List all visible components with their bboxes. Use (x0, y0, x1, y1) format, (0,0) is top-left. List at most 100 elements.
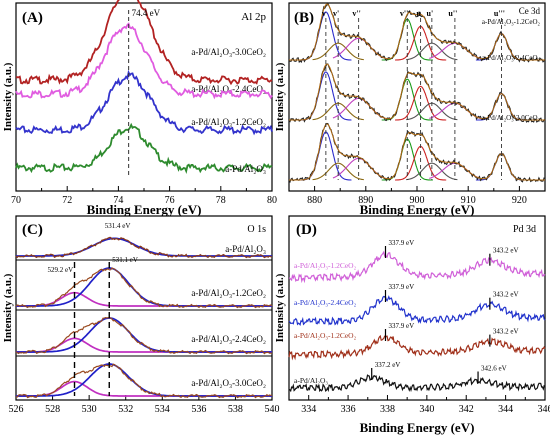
panel-d-series-label: a-Pd/Al₂O₃ (294, 376, 328, 385)
panel-c-frame (15, 215, 273, 401)
panel-c-tick-label: 528 (45, 404, 60, 415)
panel-b-component (312, 42, 364, 61)
panel-b-component (381, 78, 433, 121)
panel-b-series-label: a-Pd/Al₂O₃-3.0CeO₂ (482, 114, 541, 122)
panel-d-tick-label: 336 (341, 404, 356, 415)
panel-d-series (288, 334, 546, 361)
panel-c-plot: 526 528 530 532 534 536 538 540 a-Pd/Al₂O₃ a-Pd/A… (9, 222, 280, 415)
panel-c-tick-label: 540 (265, 404, 280, 415)
panel-d-peak-label: 337.2 eV (375, 361, 401, 369)
panel-d-peak-label: 337.9 eV (388, 322, 414, 330)
panel-b-peak-label: u'' (448, 9, 457, 18)
panel-d-series-label: a-Pd/Al₂O₃-1.2CeO₂ (294, 261, 357, 270)
panel-a-series-label: a-Pd/Al₂O₃-1.2CeO₂ (191, 117, 266, 127)
panel-d-tick-label: 338 (380, 404, 395, 415)
panel-b-title: Ce 3d (519, 6, 541, 16)
panel-a-tick-label: 78 (216, 195, 226, 206)
panel-b-tick-label: 910 (461, 195, 476, 206)
panel-d-series (288, 250, 546, 284)
panel-b-peak-label: v (322, 9, 326, 18)
panel-b-tick-label: 880 (307, 195, 322, 206)
panel-c-tick-label: 526 (9, 404, 24, 415)
panel-c-series-label: a-Pd/Al₂O₃-1.2CeO₂ (191, 288, 266, 298)
panel-a-label: (A) (22, 10, 43, 26)
panel-a-title: Al 2p (241, 11, 266, 23)
panel-c-tick-label: 536 (191, 404, 206, 415)
panel-d-frame (288, 215, 546, 401)
panel-b-peak-label: u' (427, 9, 434, 18)
panel-b-envelope (289, 123, 545, 181)
panel-c-raw-spectrum (15, 363, 273, 399)
panel-c-series-label: a-Pd/Al₂O₃ (225, 244, 266, 254)
panel-a-tick-label: 72 (62, 195, 72, 206)
panel-b-tick-label: 890 (358, 195, 373, 206)
panel-c-series-label: a-Pd/Al₂O₃-3.0CeO₂ (191, 378, 266, 388)
panel-d-series-label: a-Pd/Al₂O₃-1.2CeO₂ (294, 331, 357, 340)
panel-d-peak-label: 342.6 eV (481, 365, 507, 373)
panel-b-raw-spectrum (288, 122, 546, 184)
panel-b-envelope (289, 63, 545, 121)
panel-d-xlabel: Binding Energy (eV) (360, 420, 475, 435)
panel-c-raw-spectrum (15, 316, 273, 355)
panel-a-series (15, 122, 273, 174)
panel-b-component (406, 162, 458, 181)
panel-b-component (395, 85, 447, 121)
panel-d-tick-label: 340 (419, 404, 434, 415)
panel-b-component (312, 162, 364, 181)
panel-b-series-label: a-Pd/Al₂O₃-2.4CeO₂ (482, 54, 541, 62)
panel-b-envelope (289, 3, 545, 61)
panel-b-peak-label: v'' (352, 9, 360, 18)
panel-c-raw-spectrum (15, 236, 273, 259)
panel-a-series (15, 69, 273, 136)
panel-a-plot: 70 72 74 76 78 80 a-Pd/Al₂O₃-3.0CeO₂ a-Pd/Al₂O₃… (11, 0, 277, 206)
panel-a-tick-label: 74 (113, 195, 123, 206)
panel-a-series-label: a-Pd/Al₂O₃-3.0CeO₂ (191, 47, 266, 57)
panel-a-ylabel: Intensity (a.u.) (2, 62, 14, 131)
panel-c-annotation: 531.1 eV (112, 256, 138, 264)
panel-c-raw-spectrum (15, 267, 273, 309)
panel-d-series-label: a-Pd/Al₂O₃-2.4CeO₂ (294, 298, 357, 307)
panel-d-tick-label: 342 (459, 404, 474, 415)
panel-b-peak-label: v' (333, 9, 339, 18)
panel-a-tick-label: 76 (165, 195, 175, 206)
panel-c-ylabel: Intensity (a.u.) (2, 273, 14, 342)
panel-d-series (288, 295, 546, 326)
panel-d-series (288, 374, 546, 393)
panel-a-peak-label: 74.4 eV (132, 8, 161, 18)
panel-b-tick-label: 920 (512, 195, 527, 206)
panel-b-ylabel: Intensity (a.u.) (274, 62, 286, 131)
panel-d-peak-label: 337.9 eV (388, 239, 414, 247)
panel-b-tick-label: 900 (410, 195, 425, 206)
panel-c-annotation: 531.4 eV (105, 222, 131, 230)
panel-c-main-component (16, 363, 272, 397)
panel-b-plot: 880 890 900 910 920 a-Pd/Al₂O₃-1.2CeO₂ a-Pd/Al… (288, 2, 546, 206)
panel-c-tick-label: 532 (118, 404, 133, 415)
panel-b-component (406, 42, 458, 61)
panel-c-tick-label: 538 (228, 404, 243, 415)
panel-d-peak-label: 343.2 eV (493, 291, 519, 299)
panel-c-tick-label: 530 (82, 404, 97, 415)
panel-d-plot: 334 336 338 340 342 344 346 337.9 eV 343.2 eV a-P… (288, 239, 550, 415)
panel-c-tick-label: 534 (155, 404, 170, 415)
panel-b-peak-label: v''' (400, 9, 411, 18)
panel-c-label: (C) (22, 222, 43, 238)
panel-a-series-label: a-Pd/Al₂O₃-2.4CeO₂ (191, 84, 266, 94)
panel-d-peak-label: 343.2 eV (493, 247, 519, 255)
panel-a-frame (15, 2, 273, 192)
panel-d-ylabel: Intensity (a.u.) (274, 273, 286, 342)
panel-c-title: O 1s (247, 224, 266, 235)
panel-a-xlabel: Binding Energy (eV) (87, 202, 202, 217)
panel-d-tick-label: 334 (301, 404, 316, 415)
panel-d-peak-label: 343.2 eV (493, 328, 519, 336)
panel-d-tick-label: 344 (498, 404, 513, 415)
panel-a-tick-label: 70 (11, 195, 21, 206)
panel-b-label: (B) (294, 10, 314, 26)
panel-b-peak-label: u (416, 9, 421, 18)
panel-b-series-label: a-Pd/Al₂O₃-1.2CeO₂ (482, 18, 541, 26)
panel-d-label: (D) (296, 222, 317, 238)
panel-c-series-label: a-Pd/Al₂O₃-2.4CeO₂ (191, 334, 266, 344)
panel-d-title: Pd 3d (513, 224, 536, 235)
panel-a-tick-label: 80 (267, 195, 277, 206)
panel-a-series (15, 0, 273, 86)
